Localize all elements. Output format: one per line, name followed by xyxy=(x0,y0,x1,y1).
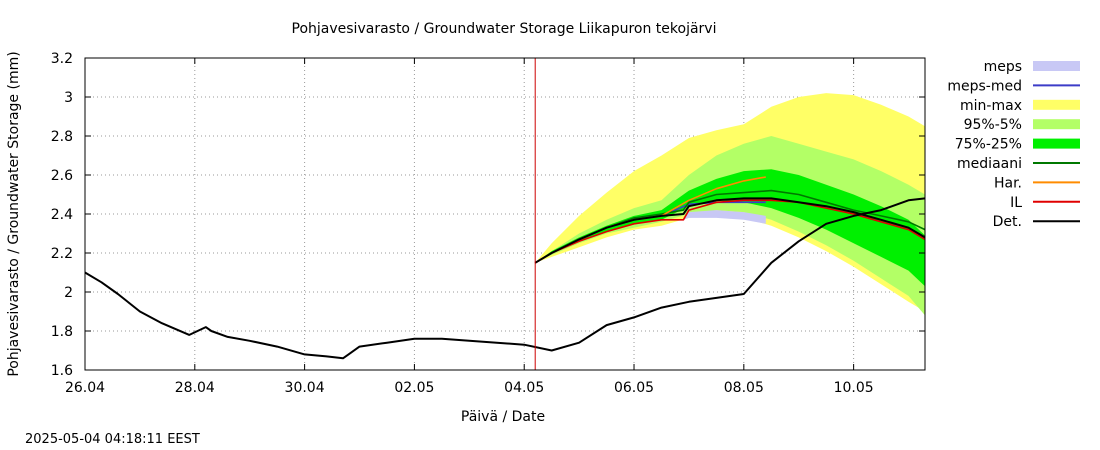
x-tick-label: 06.05 xyxy=(614,380,654,396)
legend: meps meps-med min-max 95%-5% 75%-25% mediaani… xyxy=(947,59,1080,230)
y-tick-label: 2.6 xyxy=(51,168,73,184)
x-tick-label: 26.04 xyxy=(65,380,105,396)
series-line-il xyxy=(534,199,926,264)
y-tick-label: 1.8 xyxy=(51,324,73,340)
y-tick-label: 3 xyxy=(64,90,73,106)
y-tick-label: 2.8 xyxy=(51,129,73,145)
legend-swatch xyxy=(1033,119,1080,130)
chart-title: Pohjavesivarasto / Groundwater Storage L… xyxy=(292,21,717,37)
plot-area: 1.6 1.8 2 2.2 2.4 2.6 2.8 3 3.2 26.04 28.04 30.04 0… xyxy=(51,51,926,396)
legend-label: meps-med xyxy=(947,78,1022,94)
legend-label: Det. xyxy=(993,214,1022,230)
x-tick-label: 08.05 xyxy=(724,380,764,396)
y-axis-ticks: 1.6 1.8 2 2.2 2.4 2.6 2.8 3 3.2 xyxy=(51,51,925,379)
grid-lines xyxy=(85,58,925,370)
legend-label: 95%-5% xyxy=(964,117,1022,133)
x-axis-ticks: 26.04 28.04 30.04 02.05 04.05 06.05 08.05 10.05 xyxy=(65,58,874,396)
legend-swatch xyxy=(1033,61,1080,71)
legend-label: mediaani xyxy=(957,156,1022,172)
series-lines xyxy=(84,176,926,360)
x-tick-label: 10.05 xyxy=(834,380,874,396)
y-tick-label: 2.2 xyxy=(51,246,73,262)
y-tick-label: 1.6 xyxy=(51,363,73,379)
x-tick-label: 28.04 xyxy=(175,380,215,396)
x-axis-label: Päivä / Date xyxy=(461,409,545,425)
band-meps xyxy=(683,210,766,224)
legend-label: IL xyxy=(1010,195,1022,211)
band-95-5- xyxy=(535,136,925,316)
y-tick-label: 2.4 xyxy=(51,207,73,223)
timestamp: 2025-05-04 04:18:11 EEST xyxy=(25,432,200,447)
legend-label: meps xyxy=(984,59,1022,75)
legend-label: Har. xyxy=(994,175,1022,191)
legend-label: min-max xyxy=(960,98,1022,114)
legend-swatch xyxy=(1033,138,1080,149)
x-tick-label: 04.05 xyxy=(504,380,544,396)
x-tick-label: 02.05 xyxy=(394,380,434,396)
y-axis-label: Pohjavesivarasto / Groundwater Storage (… xyxy=(6,51,22,376)
legend-label: 75%-25% xyxy=(955,137,1022,153)
y-tick-label: 2 xyxy=(64,285,73,301)
legend-swatch xyxy=(1033,99,1080,110)
y-tick-label: 3.2 xyxy=(51,51,73,67)
band-75-25- xyxy=(535,169,925,287)
x-tick-label: 30.04 xyxy=(285,380,325,396)
series-line-det xyxy=(84,197,926,360)
